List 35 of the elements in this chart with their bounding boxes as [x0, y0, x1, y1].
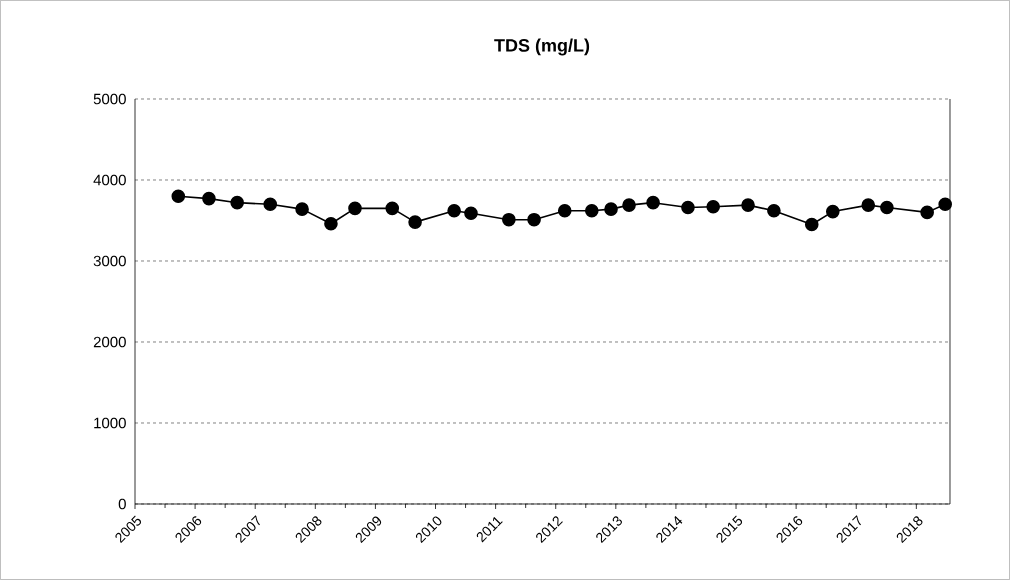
- point: [464, 206, 478, 220]
- y-tick-label: 4000: [93, 174, 126, 186]
- point: [324, 216, 338, 231]
- point: [263, 197, 278, 212]
- point: [804, 217, 819, 232]
- point: [880, 200, 894, 215]
- point: [584, 203, 599, 218]
- point: [348, 201, 362, 216]
- point: [557, 203, 572, 218]
- point: [295, 202, 309, 216]
- point: [861, 198, 876, 212]
- chart-title: TDS (mg/L): [494, 38, 590, 56]
- point: [604, 202, 618, 216]
- point: [527, 212, 541, 227]
- point: [171, 189, 186, 203]
- point: [681, 200, 695, 215]
- point: [938, 197, 952, 212]
- point: [502, 212, 516, 227]
- point: [385, 201, 400, 216]
- point: [202, 191, 216, 206]
- y-tick-label: 1000: [94, 417, 126, 429]
- point: [920, 205, 934, 220]
- y-tick-label: 0: [118, 498, 126, 510]
- point: [408, 215, 422, 229]
- y-tick-label: 5000: [93, 93, 126, 105]
- point: [826, 204, 840, 219]
- point: [646, 195, 660, 210]
- point: [622, 198, 636, 212]
- point: [767, 203, 781, 218]
- y-tick-label: 2000: [93, 336, 126, 348]
- point: [230, 195, 244, 210]
- y-tick-label: 3000: [93, 255, 126, 267]
- point: [741, 198, 755, 212]
- point: [447, 203, 461, 218]
- point: [706, 199, 720, 214]
